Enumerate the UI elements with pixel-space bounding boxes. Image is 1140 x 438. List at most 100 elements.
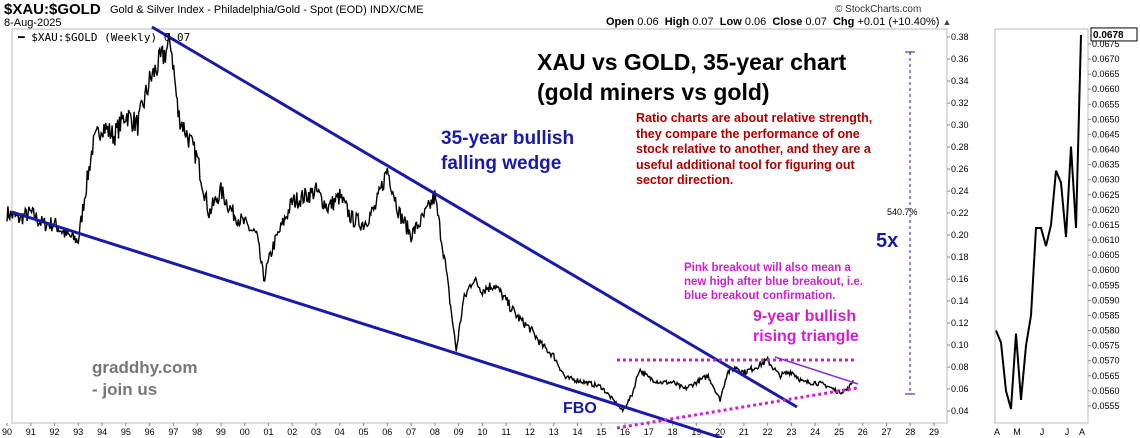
y-tick-label: 0.16 [951,274,969,284]
detail-y-tick-label: 0.0565 [1092,371,1120,381]
close-label: Close [772,16,803,28]
wedge-lower-trendline [11,210,723,438]
title-line-1: XAU vs GOLD, 35-year chart [537,49,847,75]
detail-plot-frame [994,28,1089,424]
legend-text: $XAU:$GOLD (Weekly) 0.07 [31,31,191,44]
x-tick-label: 00 [240,427,250,437]
detail-x-tick-label: A [1079,427,1085,437]
ohlc-readout: Open 0.06 High 0.07 Low 0.06 Close 0.07 … [606,16,951,28]
detail-price-line [995,34,1082,410]
detail-y-tick-label: 0.0630 [1092,175,1120,185]
wedge-line-1: 35-year bullish [441,128,575,149]
detail-x-tick-label: J [1065,427,1070,437]
detail-y-tick-label: 0.0660 [1092,84,1120,94]
x-tick-label: 20 [715,427,725,437]
y-tick-label: 0.12 [951,318,969,328]
detail-y-tick-label: 0.0585 [1092,310,1120,320]
detail-y-tick-label: 0.0670 [1092,54,1120,64]
site-annotation: graddhy.com - join us [92,357,197,401]
site-line-1: graddhy.com [92,358,198,377]
legend: ━ $XAU:$GOLD (Weekly) 0.07 [18,31,191,44]
wedge-annotation: 35-year bullish falling wedge [441,126,574,176]
site-line-2: - join us [92,380,158,399]
title-line-2: (gold miners vs gold) [537,79,770,105]
x-tick-label: 99 [216,427,226,437]
triangle-line-1: 9-year bullish [753,308,857,325]
x-tick-label: 93 [73,427,83,437]
ratio-note: Ratio charts are about relative strength… [636,111,873,187]
x-tick-label: 90 [2,427,12,437]
x-tick-label: 11 [501,427,510,437]
x-tick-label: 95 [121,427,131,437]
date: 8-Aug-2025 [4,17,62,29]
x-tick-label: 09 [454,427,464,437]
detail-x-tick-label: J [1040,427,1045,437]
y-tick-label: 0.20 [951,230,969,240]
x-tick-label: 12 [525,427,535,437]
main-plot-frame [11,28,948,424]
detail-y-tick-label: 0.0610 [1092,235,1120,245]
x-tick-label: 27 [881,427,891,437]
y-tick-label: 0.38 [951,32,969,42]
y-tick-label: 0.32 [951,98,969,108]
x-tick-label: 94 [97,427,107,437]
high-value: 0.07 [692,16,714,28]
x-tick-label: 03 [311,427,321,437]
open-label: Open [606,16,635,28]
detail-y-tick-label: 0.0575 [1092,341,1120,351]
x-tick-label: 25 [834,427,844,437]
open-value: 0.06 [637,16,659,28]
y-tick-label: 0.10 [951,340,969,350]
chg-label: Chg [832,16,855,28]
x-tick-label: 07 [406,427,416,437]
chart-annotation-title: XAU vs GOLD, 35-year chart (gold miners … [537,47,846,107]
x-tick-label: 21 [739,427,749,437]
x-tick-label: 14 [572,427,582,437]
x-tick-label: 15 [596,427,606,437]
fbo-label: FBO [563,400,597,417]
y-tick-label: 0.04 [951,406,969,416]
x-tick-label: 23 [786,427,796,437]
detail-y-tick-label: 0.0590 [1092,295,1120,305]
y-tick-label: 0.30 [951,120,969,130]
low-value: 0.06 [744,16,767,28]
y-tick-label: 0.22 [951,208,969,218]
detail-y-tick-label: 0.0570 [1092,356,1120,366]
description: Gold & Silver Index - Philadelphia/Gold … [110,4,424,16]
detail-y-tick-label: 0.0620 [1092,205,1120,215]
pink-note: Pink breakout will also mean a new high … [684,262,863,302]
x-tick-label: 04 [335,427,345,437]
detail-y-tick-label: 0.0675 [1092,39,1120,49]
y-tick-label: 0.18 [951,252,969,262]
y-tick-label: 0.06 [951,384,969,394]
price-line [6,32,854,414]
x-tick-label: 18 [668,427,678,437]
detail-y-tick-label: 0.0645 [1092,129,1120,139]
high-label: High [664,16,690,28]
wedge-upper-trendline [151,25,798,409]
last-value-label: 0.0678 [1093,30,1124,41]
triangle-line-2: rising triangle [753,328,859,345]
symbol: $XAU:$GOLD [4,1,101,18]
y-tick-label: 0.14 [951,296,969,306]
x-tick-label: 28 [905,427,915,437]
detail-y-tick-label: 0.0665 [1092,69,1120,79]
triangle-up-icon: ▲ [942,17,952,27]
y-tick-label: 0.28 [951,142,969,152]
y-tick-label: 0.36 [951,54,969,64]
chg-value: +0.01 (+10.40%) [857,16,940,28]
detail-y-tick-label: 0.0605 [1092,250,1120,260]
detail-y-tick-label: 0.0560 [1092,386,1120,396]
y-tick-label: 0.24 [951,186,969,196]
x-tick-label: 01 [263,427,273,437]
detail-y-tick-label: 0.0600 [1092,265,1120,275]
x-tick-label: 98 [192,427,202,437]
y-tick-label: 0.34 [951,76,969,86]
x-tick-label: 17 [644,427,654,437]
detail-y-tick-label: 0.0635 [1092,160,1120,170]
x-tick-label: 97 [168,427,178,437]
triangle-annotation: 9-year bullish rising triangle [753,307,859,347]
detail-y-tick-label: 0.0650 [1092,114,1120,124]
